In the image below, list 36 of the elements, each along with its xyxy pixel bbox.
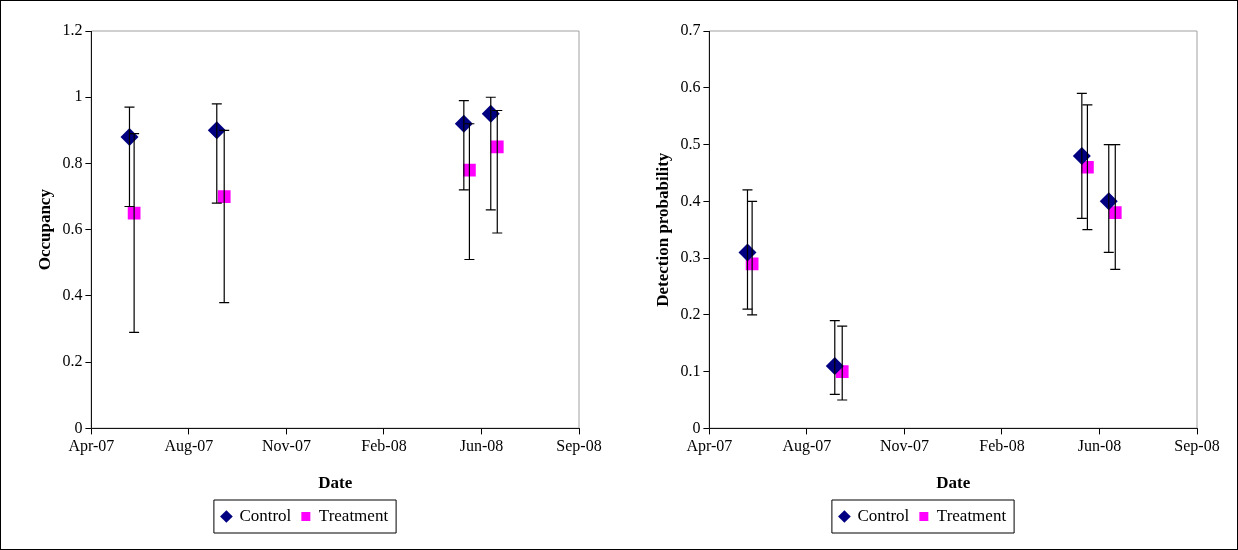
y-tick-label: 1.2	[62, 21, 83, 39]
y-axis-title: Detection probability	[652, 152, 672, 307]
y-tick-label: 0.4	[62, 286, 83, 304]
x-tick-label: Sep-08	[556, 437, 602, 456]
legend-label: Treatment	[936, 505, 1007, 525]
y-tick-label: 0.2	[62, 352, 83, 370]
x-tick-label: Feb-08	[979, 437, 1025, 455]
x-tick-label: Apr-07	[68, 437, 115, 456]
y-tick-label: 0	[74, 418, 83, 436]
x-tick-label: Aug-07	[164, 437, 214, 456]
y-tick-label: 0.4	[680, 191, 701, 209]
y-tick-label: 0.5	[680, 134, 701, 152]
y-tick-label: 0.2	[680, 305, 701, 323]
y-tick-label: 0.6	[62, 219, 83, 237]
x-tick-label: Jun-08	[1077, 437, 1122, 455]
y-tick-label: 0.3	[680, 248, 701, 266]
y-tick-label: 0.6	[680, 77, 701, 95]
y-tick-label: 0.8	[62, 153, 83, 171]
x-tick-label: Aug-07	[782, 437, 832, 456]
legend-label: Control	[857, 505, 910, 525]
legend-label: Control	[239, 505, 292, 525]
x-tick-label: Nov-07	[261, 437, 311, 455]
x-tick-label: Jun-08	[459, 437, 504, 455]
x-axis-title: Date	[936, 473, 971, 493]
x-tick-label: Feb-08	[361, 437, 407, 455]
x-tick-label: Sep-08	[1174, 437, 1220, 456]
y-axis-title: Occupancy	[34, 188, 54, 271]
x-tick-label: Nov-07	[879, 437, 929, 455]
point	[217, 190, 231, 203]
y-tick-label: 0.1	[680, 361, 701, 379]
x-axis-title: Date	[318, 473, 353, 493]
y-tick-label: 0.7	[680, 21, 701, 39]
legend-label: Treatment	[318, 505, 389, 525]
x-tick-label: Apr-07	[686, 437, 733, 456]
y-tick-label: 0	[692, 418, 701, 436]
y-tick-label: 1	[74, 87, 83, 105]
